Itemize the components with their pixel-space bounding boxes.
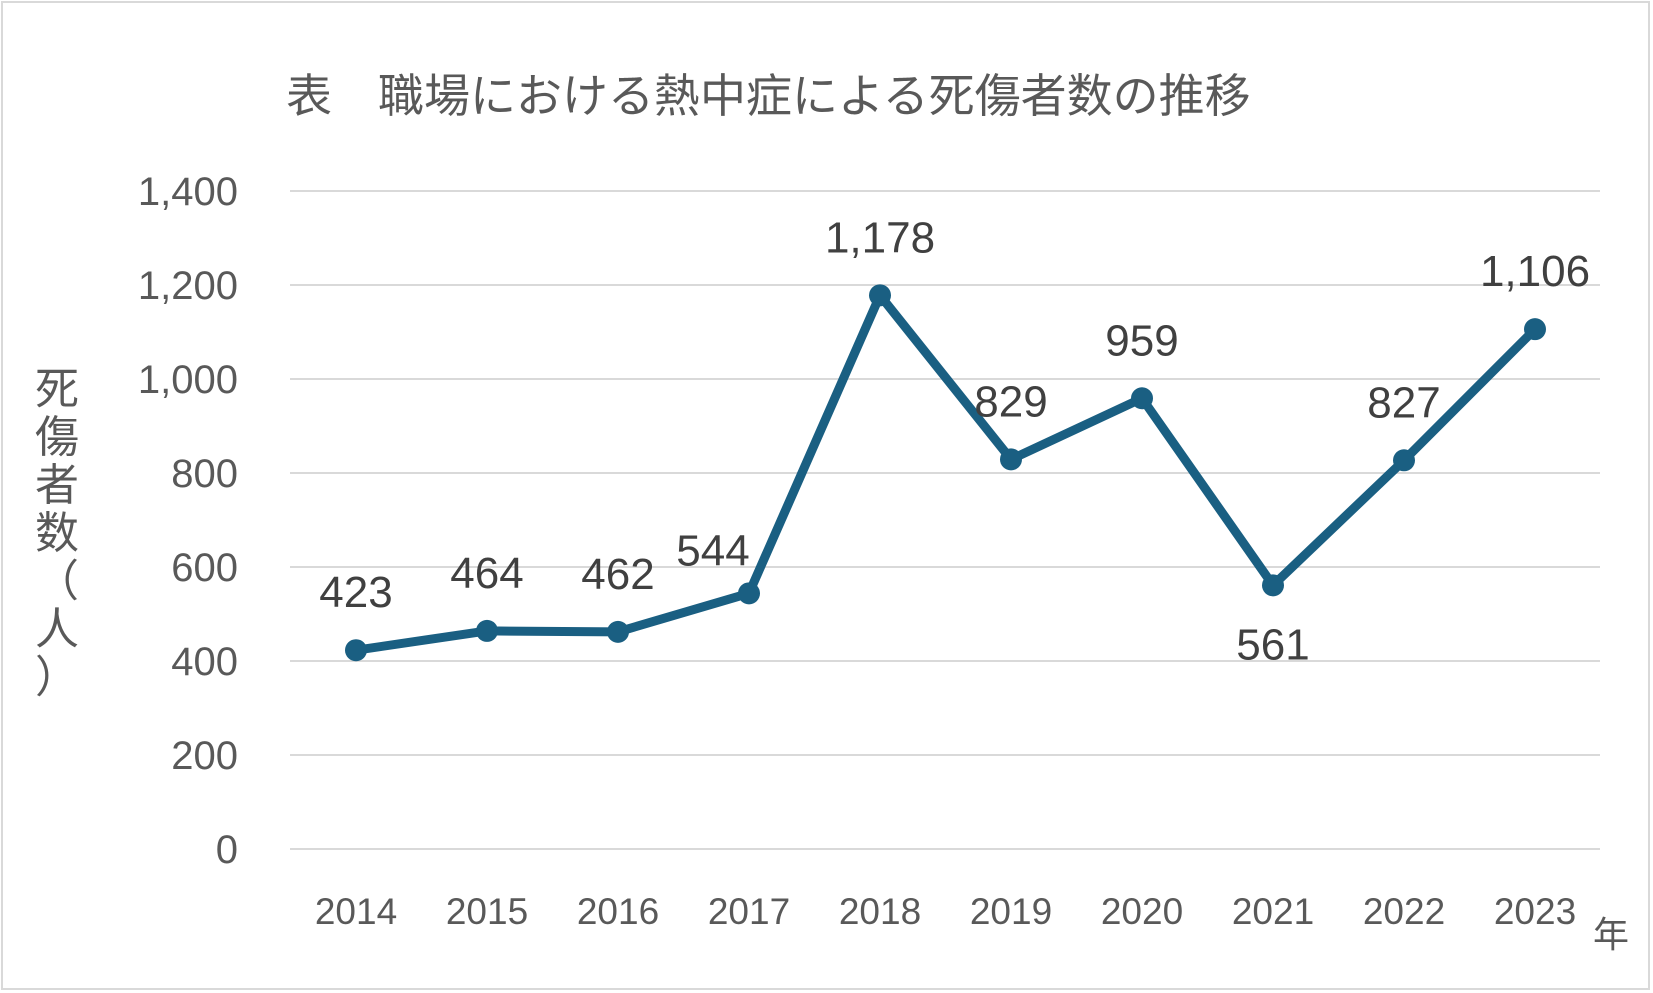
data-label-2019: 829	[974, 377, 1047, 426]
y-tick-label: 0	[216, 828, 238, 872]
data-label-2015: 464	[450, 549, 523, 598]
data-points	[345, 284, 1546, 662]
x-tick-label: 2017	[708, 891, 790, 932]
x-axis-ticks: 2014 2015 2016 2017 2018 2019 2020 2021 2022 2023	[315, 891, 1576, 932]
data-label-2018: 1,178	[825, 213, 935, 262]
x-tick-label: 2020	[1101, 891, 1183, 932]
data-point-2014	[345, 639, 367, 662]
data-label-2014: 423	[319, 568, 392, 617]
y-tick-label: 400	[171, 640, 238, 684]
y-tick-label: 1,400	[138, 170, 238, 214]
data-point-2017	[738, 582, 760, 605]
data-label-2020: 959	[1105, 316, 1178, 365]
chart-title: 表 職場における熱中症による死傷者数の推移	[286, 69, 1251, 123]
data-label-2017: 544	[676, 526, 749, 575]
y-tick-label: 1,200	[138, 264, 238, 308]
data-labels: 423 464 462 544 1,178 829 959 561 827 1,106	[319, 213, 1590, 669]
data-label-2016: 462	[581, 550, 654, 599]
y-tick-label: 1,000	[138, 358, 238, 402]
y-axis-ticks: 0 200 400 600 800 1,000 1,200 1,400	[138, 170, 238, 872]
x-tick-label: 2015	[446, 891, 528, 932]
data-point-2020	[1131, 387, 1153, 410]
data-point-2023	[1524, 318, 1546, 341]
data-point-2015	[476, 619, 498, 642]
y-tick-label: 600	[171, 546, 238, 590]
y-axis-label: 死傷者数（人）	[35, 364, 79, 703]
gridlines	[290, 190, 1600, 850]
data-point-2021	[1262, 574, 1284, 597]
data-point-2022	[1393, 449, 1415, 472]
data-point-2016	[607, 620, 629, 643]
series-line	[351, 290, 1540, 655]
x-tick-label: 2014	[315, 891, 397, 932]
y-tick-label: 200	[171, 734, 238, 778]
data-label-2022: 827	[1367, 378, 1440, 427]
x-tick-label: 2021	[1232, 891, 1314, 932]
x-tick-label: 2016	[577, 891, 659, 932]
x-tick-label: 2022	[1363, 891, 1445, 932]
x-tick-label: 2018	[839, 891, 921, 932]
x-tick-label: 2023	[1494, 891, 1576, 932]
data-label-2021: 561	[1236, 620, 1309, 669]
x-tick-label: 2019	[970, 891, 1052, 932]
x-axis-unit-label: 年	[1593, 915, 1629, 956]
data-point-2019	[1000, 448, 1022, 471]
data-label-2023: 1,106	[1480, 247, 1590, 296]
y-tick-label: 800	[171, 452, 238, 496]
data-point-2018	[869, 284, 891, 307]
